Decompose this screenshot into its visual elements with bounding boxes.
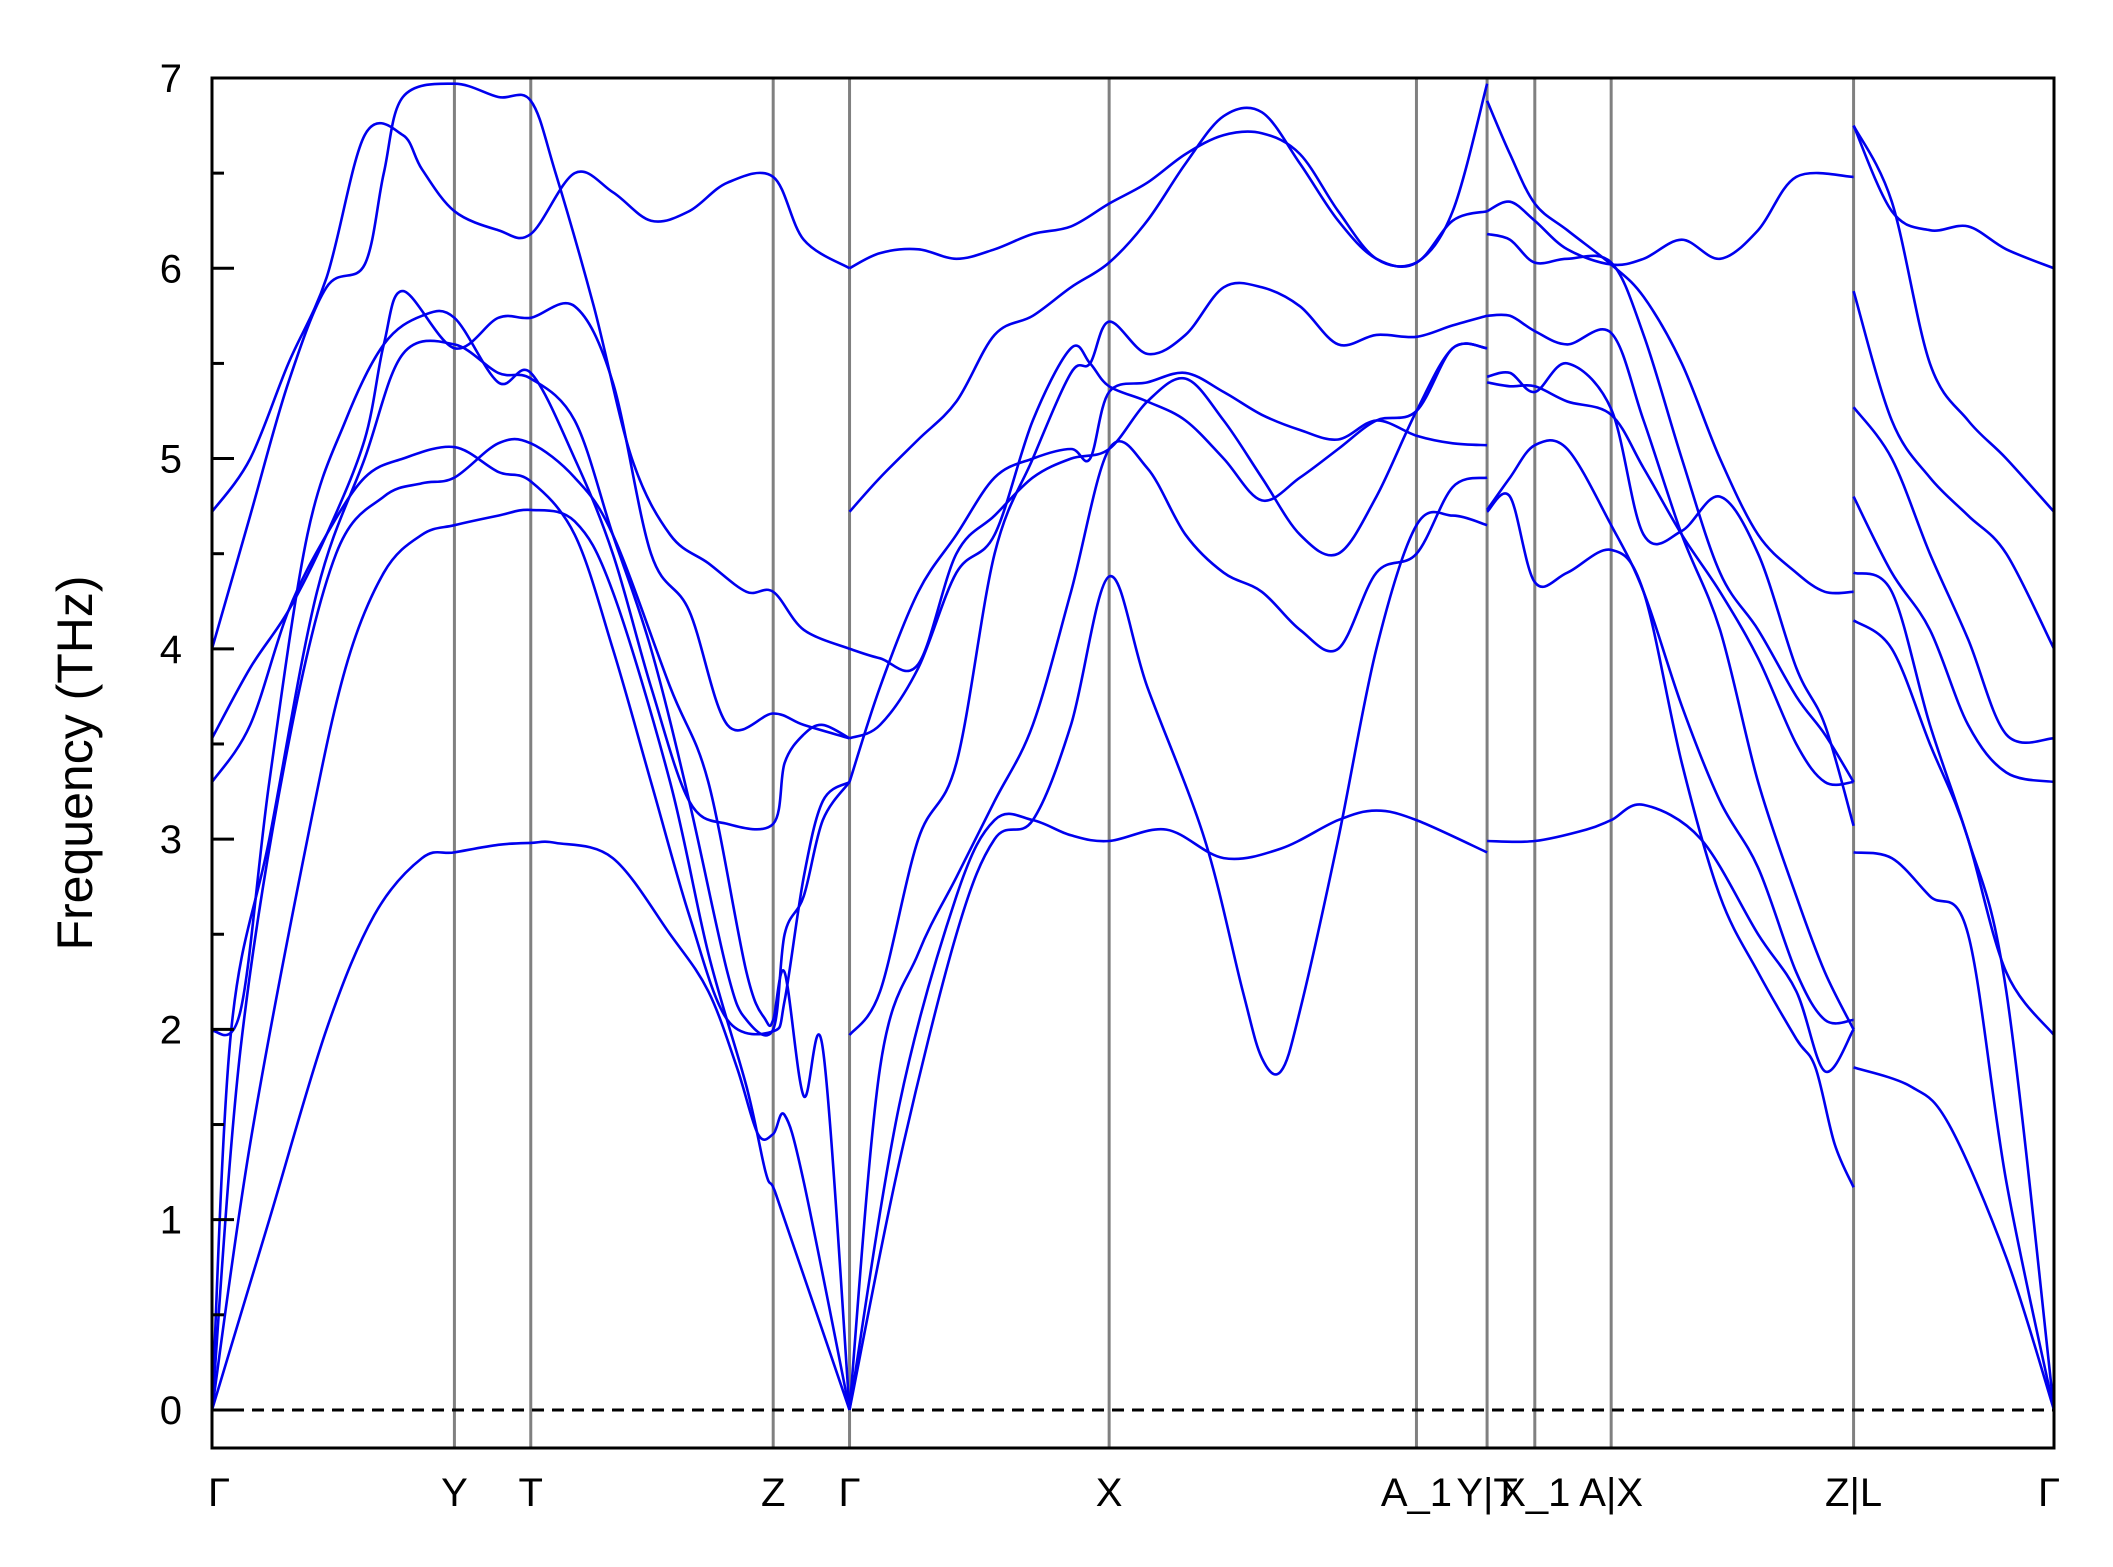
band-5-segment <box>1852 496 2055 784</box>
band-6-segment <box>1852 406 2055 745</box>
x-tick-label: Γ <box>839 1471 861 1515</box>
x-tick-label: Γ <box>2038 1471 2060 1515</box>
band-2-segment <box>848 510 1488 1411</box>
band-8-segment <box>1485 100 1854 595</box>
y-tick-label: 1 <box>160 1199 182 1243</box>
band-4-segment <box>1853 571 2056 1036</box>
x-tick-label: Z <box>761 1471 785 1515</box>
band-7-segment <box>210 289 850 740</box>
band-4-segment <box>848 281 1488 1036</box>
band-3-segment <box>1852 619 2056 1411</box>
band-8-segment <box>1852 125 2055 513</box>
x-axis: Γ Y T Z Γ X A_1 Y|TX_1 A|X Z|L Γ <box>208 1471 2060 1515</box>
high-symmetry-separators <box>452 78 1856 1448</box>
band-6-segment <box>848 342 1488 740</box>
band-2-segment <box>1486 492 1855 1188</box>
x-tick-label: Z|L <box>1825 1471 1882 1515</box>
x-tick-label: X <box>1096 1471 1123 1515</box>
x-tick-label: A|X <box>1579 1471 1643 1515</box>
y-tick-label: 7 <box>160 57 182 101</box>
band-2-segment <box>1853 851 2056 1411</box>
band-8-segment <box>848 83 1489 513</box>
y-tick-label: 0 <box>160 1389 182 1433</box>
band-8-segment <box>210 82 850 651</box>
band-5-segment <box>848 371 1488 783</box>
band-1-segment <box>848 809 1488 1411</box>
band-5-segment <box>1486 381 1854 787</box>
band-9-segment <box>848 130 1488 270</box>
x-tick-label: Γ <box>208 1471 230 1515</box>
x-tick-label: T <box>519 1471 543 1515</box>
band-7-segment <box>1486 232 1855 783</box>
y-tick-label: 3 <box>160 818 182 862</box>
x-tick-label: Y <box>441 1471 468 1515</box>
band-6-segment <box>1486 362 1855 827</box>
band-9-segment <box>210 121 851 513</box>
band-5-segment <box>211 309 851 1037</box>
band-9-segment <box>1486 171 1854 267</box>
y-tick-label: 5 <box>160 438 182 482</box>
band-7-segment <box>1852 290 2056 650</box>
y-axis: 0 1 2 3 4 5 6 7 <box>160 57 234 1433</box>
plot-frame <box>210 76 2056 1450</box>
y-tick-label: 2 <box>160 1008 182 1052</box>
band-1-segment <box>1853 1066 2056 1411</box>
band-4-segment <box>210 339 851 1410</box>
y-axis-label: Frequency (THz) <box>47 575 103 950</box>
band-2-segment <box>210 508 851 1411</box>
x-tick-label: Y|T <box>1456 1471 1518 1515</box>
x-tick-label: A_1 <box>1381 1471 1452 1515</box>
band-7-segment <box>849 342 1488 673</box>
band-3-segment <box>210 437 851 1411</box>
y-tick-label: 4 <box>160 628 182 672</box>
x-tick-label: X_1 <box>1499 1471 1570 1515</box>
band-9-segment <box>1852 125 2055 270</box>
phonon-bands <box>210 82 2056 1411</box>
band-1-segment <box>1487 803 1855 1073</box>
band-3-segment <box>1486 439 1854 1025</box>
y-tick-label: 6 <box>160 247 182 291</box>
band-1-segment <box>210 840 851 1411</box>
